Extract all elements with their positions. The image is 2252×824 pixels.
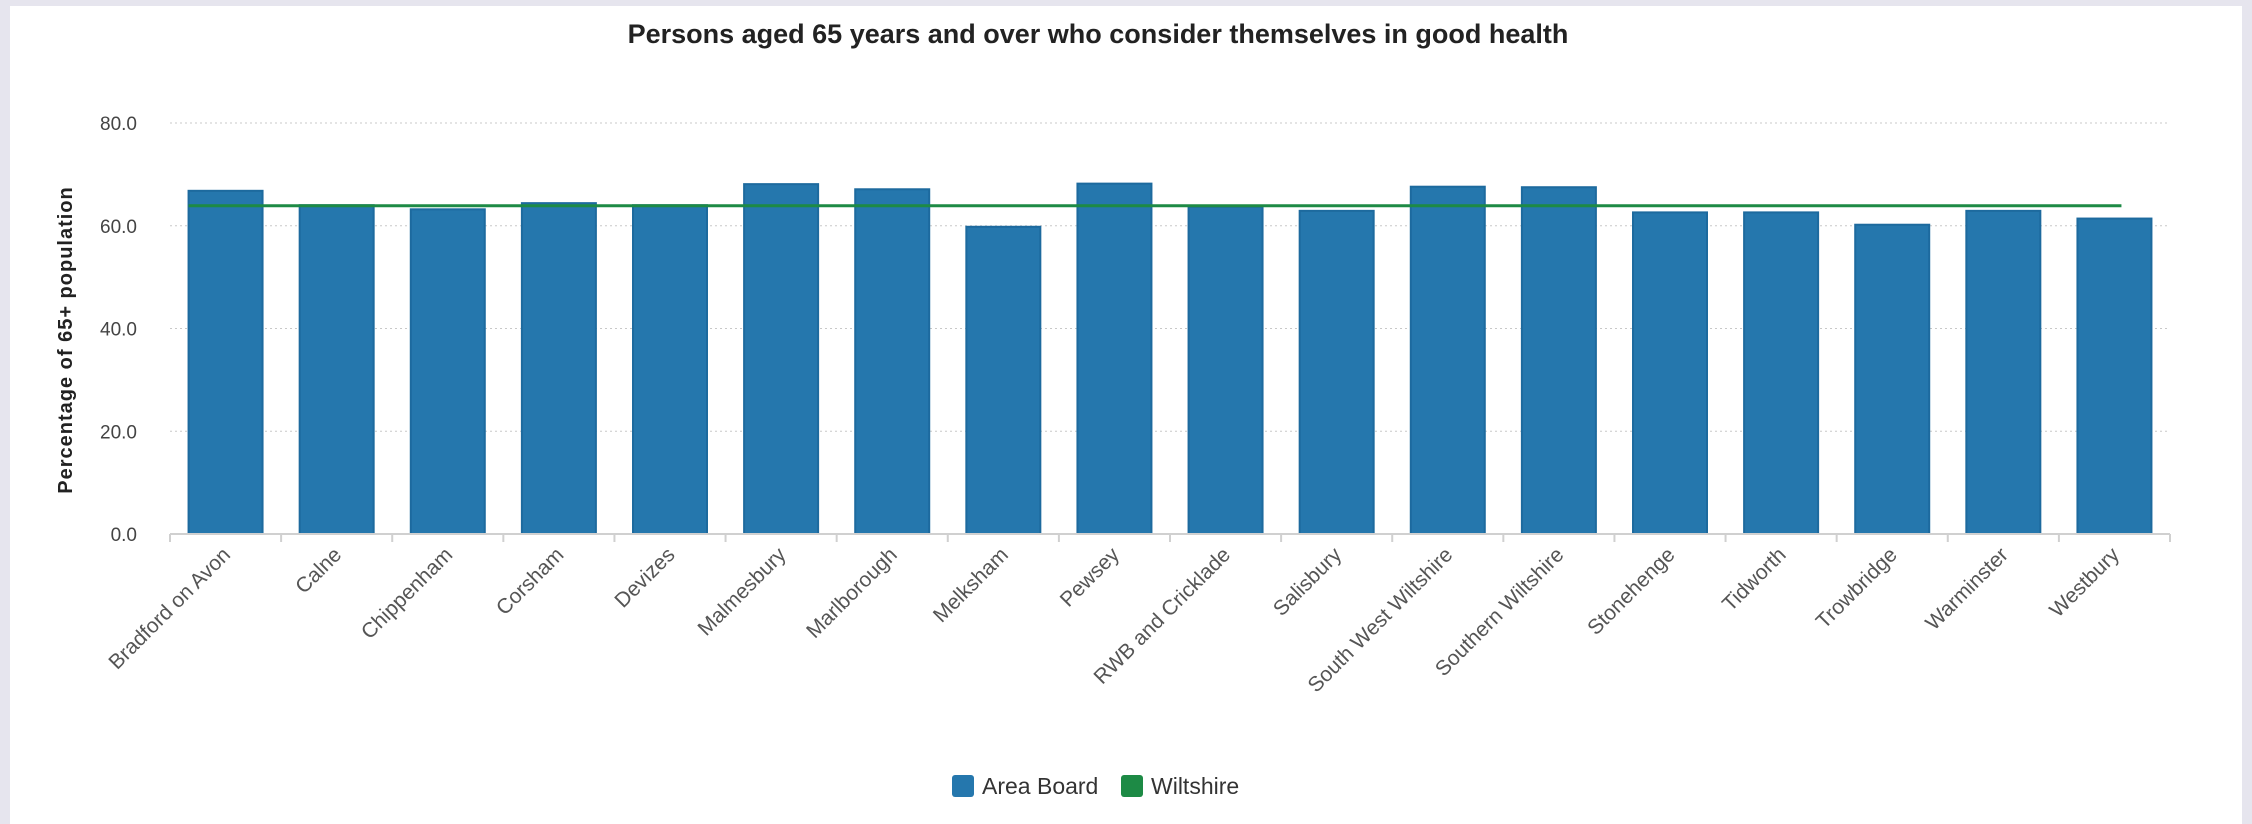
x-tick-label: Westbury bbox=[2045, 543, 2124, 622]
bar[interactable] bbox=[1409, 185, 1486, 536]
x-tick-label: Tidworth bbox=[1718, 543, 1791, 616]
x-tick-label: Marlborough bbox=[802, 543, 902, 643]
chart-panel: Persons aged 65 years and over who consi… bbox=[10, 6, 2242, 824]
legend-label[interactable]: Area Board bbox=[982, 773, 1098, 799]
x-tick-label: Devizes bbox=[610, 543, 679, 612]
bar[interactable] bbox=[1965, 209, 2042, 535]
y-axis-ticks: 0.0 20.0 40.0 60.0 80.0 bbox=[100, 114, 137, 546]
gridlines bbox=[170, 122, 2170, 432]
y-tick-label: 80.0 bbox=[100, 114, 137, 135]
bar[interactable] bbox=[409, 208, 486, 535]
bar[interactable] bbox=[1632, 211, 1708, 536]
x-tick-label: Bradford on Avon bbox=[104, 543, 235, 674]
x-tick-label: Warminster bbox=[1921, 543, 2013, 635]
bar[interactable] bbox=[1298, 209, 1375, 535]
legend: Area Board Wiltshire bbox=[952, 773, 1239, 799]
y-tick-label: 0.0 bbox=[111, 525, 137, 546]
x-tick-label: Corsham bbox=[492, 543, 569, 620]
legend-label[interactable]: Wiltshire bbox=[1151, 773, 1239, 799]
x-tick-label: Trowbridge bbox=[1812, 543, 1902, 633]
x-tick-label: Stonehenge bbox=[1583, 543, 1679, 639]
y-tick-label: 20.0 bbox=[100, 422, 137, 443]
bars bbox=[187, 182, 2153, 536]
bar[interactable] bbox=[520, 202, 597, 536]
x-tick-label: Calne bbox=[291, 543, 346, 598]
x-tick-label: Malmesbury bbox=[694, 543, 791, 640]
chart: Persons aged 65 years and over who consi… bbox=[55, 19, 2171, 799]
bar[interactable] bbox=[2076, 217, 2153, 535]
bar[interactable] bbox=[854, 188, 931, 535]
bar[interactable] bbox=[187, 189, 264, 535]
bar[interactable] bbox=[1187, 205, 1264, 536]
x-tick-label: Melksham bbox=[929, 543, 1013, 627]
x-tick-label: Salisbury bbox=[1269, 543, 1347, 621]
y-tick-label: 60.0 bbox=[100, 217, 137, 238]
chart-title: Persons aged 65 years and over who consi… bbox=[628, 19, 1569, 49]
x-tick-label: Chippenham bbox=[357, 543, 457, 643]
bar[interactable] bbox=[1076, 182, 1153, 535]
bar[interactable] bbox=[1743, 211, 1820, 536]
legend-swatch bbox=[952, 775, 974, 797]
bar[interactable] bbox=[965, 225, 1042, 535]
legend-swatch bbox=[1121, 775, 1143, 797]
bar[interactable] bbox=[632, 204, 708, 535]
x-axis-ticks: Bradford on Avon Calne Chippenham Corsham De… bbox=[104, 534, 2171, 697]
bar[interactable] bbox=[1520, 186, 1597, 535]
y-tick-label: 40.0 bbox=[100, 320, 137, 341]
x-tick-label: Pewsey bbox=[1056, 543, 1125, 612]
y-axis-label: Percentage of 65+ population bbox=[55, 186, 77, 494]
bar[interactable] bbox=[1854, 223, 1931, 535]
bar[interactable] bbox=[743, 183, 820, 535]
bar[interactable] bbox=[298, 204, 375, 535]
